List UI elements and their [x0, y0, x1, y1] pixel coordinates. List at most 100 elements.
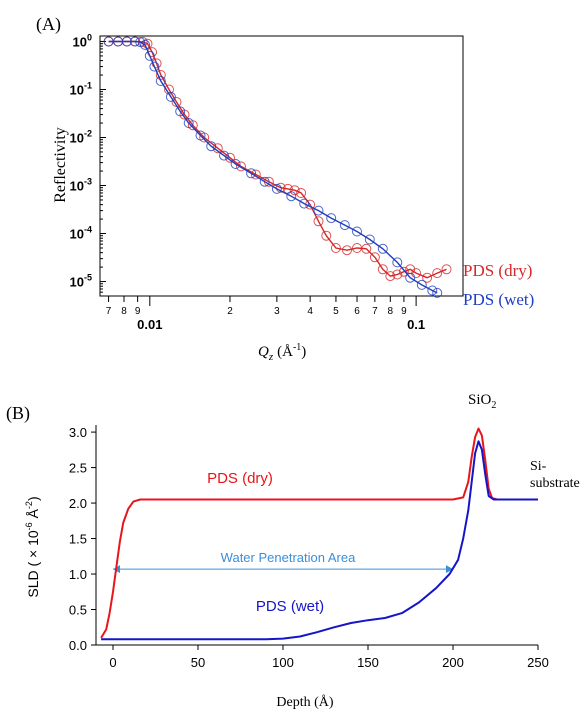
data-point-dry [330, 243, 341, 253]
y-tick-label: 10-4 [70, 225, 92, 242]
y-tick-label-b: 1.0 [69, 567, 87, 582]
data-point-dry [296, 188, 307, 198]
y-tick-label-b: 3.0 [69, 425, 87, 440]
x-minor-label: 7 [372, 306, 378, 317]
y-tick-label: 10-5 [70, 273, 92, 290]
data-point-wet [352, 226, 362, 237]
x-minor-label: 6 [354, 306, 360, 317]
data-point-wet [299, 198, 310, 209]
panel-b-ylabel: SLD ( × 10-6 Å-2) [24, 496, 41, 597]
data-point-wet [392, 257, 403, 268]
y-tick-label: 100 [73, 32, 92, 49]
x-minor-label: 8 [388, 306, 394, 317]
x-minor-label: 2 [227, 306, 233, 317]
ylabel-close: ) [25, 496, 41, 501]
data-point-wet [121, 36, 132, 47]
sio2-text: SiO [468, 392, 492, 408]
x-minor-label: 8 [121, 306, 127, 317]
panel-b-xlabel: Depth (Å) [276, 694, 333, 710]
xlabel-exp: -1 [293, 342, 301, 353]
data-point-dry [250, 169, 261, 180]
data-point-wet [230, 159, 241, 169]
series-label-wet: PDS (wet) [256, 598, 324, 615]
data-point-dry [422, 272, 433, 283]
data-point-wet [165, 91, 176, 102]
data-point-dry [432, 268, 443, 279]
y-tick-label-b: 0.0 [69, 638, 87, 653]
panel-a-label: (A) [36, 14, 61, 35]
x-minor-label: 4 [307, 306, 313, 317]
ylabel-exp1: -6 [24, 522, 34, 530]
x-major-label: 0.1 [407, 317, 425, 332]
data-point-wet [364, 234, 375, 245]
data-point-wet [377, 243, 388, 254]
data-point-wet [259, 176, 270, 187]
x-major-label: 0.01 [137, 317, 162, 332]
plot-frame-a [99, 35, 464, 297]
data-point-wet [140, 39, 151, 50]
data-point-dry [398, 266, 409, 277]
panel-b-plot: 0.0 0.5 1.0 1.5 2.0 2.5 3.0 0 50 100 150 200 250 [69, 425, 549, 670]
y-tick-label-b: 1.5 [69, 532, 87, 547]
x-tick-label-b: 250 [527, 655, 549, 670]
data-point-dry [225, 152, 235, 163]
annot-water: Water Penetration Area [221, 550, 356, 565]
x-tick-label-b: 150 [357, 655, 379, 670]
data-point-wet [271, 183, 282, 194]
data-point-wet [149, 61, 160, 72]
data-point-dry [151, 58, 162, 69]
data-point-dry [377, 264, 388, 275]
data-point-wet [286, 191, 297, 202]
data-point-wet [130, 36, 140, 47]
sld-line-wet [101, 440, 538, 641]
water-arrow-right-head [446, 565, 453, 574]
data-point-wet [195, 130, 206, 141]
legend-dry: PDS (dry) [463, 261, 532, 280]
series-label-dry: PDS (dry) [207, 470, 273, 487]
ylabel-exp2: -2 [24, 501, 34, 509]
y-tick-label: 10-1 [70, 80, 92, 97]
x-tick-label-b: 50 [191, 655, 205, 670]
data-point-dry [385, 271, 396, 282]
data-point-dry [313, 216, 324, 227]
xlabel-q: Q [258, 344, 269, 360]
data-point-wet [135, 37, 146, 48]
x-tick-label-b: 100 [272, 655, 294, 670]
panel-a-ylabel: Reflectivity [52, 127, 69, 203]
data-point-dry [392, 269, 403, 280]
data-point-dry [321, 230, 332, 241]
data-point-wet [155, 76, 166, 86]
data-point-dry [289, 185, 300, 196]
data-point-wet [416, 279, 427, 290]
fit-line-wet [108, 40, 438, 294]
data-point-wet [246, 168, 257, 179]
data-point-wet [144, 50, 155, 61]
sio2-sub: 2 [491, 400, 496, 411]
x-minor-label: 5 [333, 306, 339, 317]
xlabel-unit: (Å [277, 344, 293, 360]
x-tick-label-b: 200 [442, 655, 464, 670]
data-point-wet [326, 213, 337, 224]
data-point-dry [441, 264, 452, 275]
data-point-wet [183, 118, 194, 128]
data-point-dry [361, 243, 372, 254]
data-point-wet [219, 150, 229, 161]
data-point-dry [236, 161, 246, 172]
data-point-wet [206, 141, 217, 152]
x-minor-label: 9 [401, 306, 407, 317]
annot-si-1: Si- [530, 459, 547, 474]
x-minor-label: 3 [274, 306, 280, 317]
sld-line-dry [100, 427, 538, 639]
y-tick-label-b: 2.5 [69, 461, 87, 476]
xlabel-sub: z [268, 351, 274, 363]
data-point-wet [339, 220, 350, 231]
y-tick-label: 10-2 [70, 129, 92, 146]
data-point-dry [405, 264, 416, 275]
y-tick-label-b: 2.0 [69, 496, 87, 511]
y-tick-label-b: 0.5 [69, 603, 87, 618]
y-tick-label: 10-3 [70, 177, 92, 194]
x-tick-label-b: 0 [109, 655, 116, 670]
annot-sio2: SiO2 [468, 392, 496, 411]
